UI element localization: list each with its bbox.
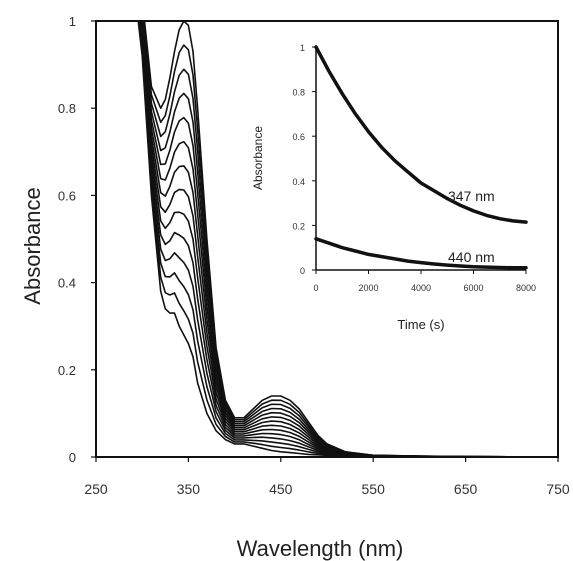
- inset-x-tick-label: 0: [313, 283, 318, 293]
- main-x-tick-label: 550: [362, 481, 386, 497]
- main-y-tick-label: 0.2: [58, 363, 76, 378]
- spectrum-line-10: [139, 21, 558, 457]
- inset-series-label-440: 440 nm: [448, 249, 495, 265]
- inset-series-group: [314, 45, 528, 270]
- main-x-tick-label: 250: [84, 481, 108, 497]
- main-y-tick-label: 0.4: [58, 276, 76, 291]
- spectrum-line-7: [140, 21, 558, 457]
- inset-y-ticks: 0 0.2 0.4 0.6 0.8 1: [292, 43, 316, 276]
- inset-background: [316, 47, 526, 270]
- main-y-ticks: 0 0.2 0.4 0.6 0.8 1: [58, 14, 96, 465]
- main-y-tick-label: 1: [69, 14, 76, 29]
- inset-y-tick-label: 0: [300, 266, 305, 276]
- spectrum-line-12: [138, 21, 558, 457]
- inset-y-axis-label: Absorbance: [251, 126, 265, 190]
- main-y-axis-label: Absorbance: [20, 187, 45, 304]
- spectrum-line-8: [140, 21, 558, 457]
- spectrum-line-11: [138, 21, 558, 457]
- main-y-tick-label: 0: [69, 450, 76, 465]
- main-y-tick-label: 0.8: [58, 101, 76, 116]
- inset-y-tick-label: 0.8: [292, 88, 305, 98]
- inset-x-axis-label: Time (s): [397, 317, 444, 332]
- inset-y-tick-label: 0.6: [292, 132, 305, 142]
- inset-y-tick-label: 0.2: [292, 221, 305, 231]
- main-x-axis-label: Wavelength (nm): [237, 536, 404, 561]
- spectrum-line-4: [142, 21, 558, 457]
- inset-x-ticks: 0 2000 4000 6000 8000: [313, 270, 536, 293]
- main-x-tick-label: 350: [177, 481, 201, 497]
- inset-y-tick-label: 1: [300, 43, 305, 53]
- main-x-tick-label: 650: [454, 481, 478, 497]
- main-x-ticks: 250 350 450 550 650 750: [84, 457, 570, 497]
- spectrum-line-6: [141, 21, 558, 457]
- inset-line-347-nm: [314, 45, 528, 224]
- spectrum-line-9: [139, 21, 558, 457]
- inset-line-440-nm: [314, 237, 528, 270]
- spectrum-line-14: [137, 21, 558, 457]
- main-y-tick-label: 0.6: [58, 188, 76, 203]
- main-x-tick-label: 750: [546, 481, 570, 497]
- inset-x-tick-label: 8000: [516, 283, 536, 293]
- main-spectra-group: [137, 21, 558, 457]
- inset-x-tick-label: 6000: [463, 283, 483, 293]
- inset-y-tick-label: 0.4: [292, 177, 305, 187]
- main-x-tick-label: 450: [269, 481, 293, 497]
- inset-x-tick-label: 4000: [411, 283, 431, 293]
- spectrum-line-13: [137, 21, 558, 457]
- inset-series-label-347: 347 nm: [448, 188, 495, 204]
- main-plot-frame: [95, 20, 559, 458]
- spectrum-line-5: [141, 21, 558, 457]
- inset-x-tick-label: 2000: [358, 283, 378, 293]
